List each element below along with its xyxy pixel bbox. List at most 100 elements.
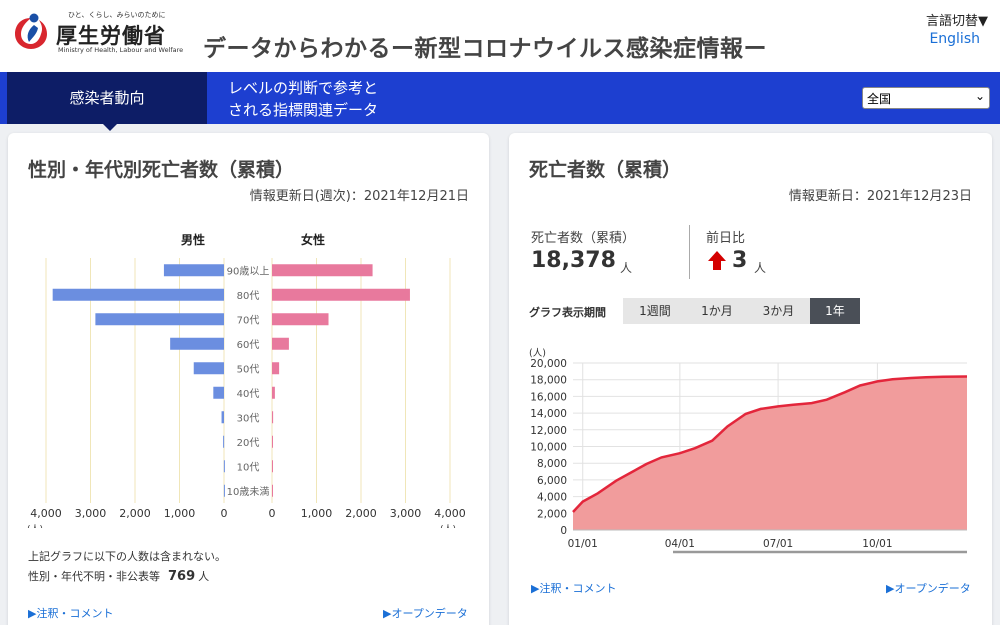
y-tick-label: 20,000	[530, 358, 567, 370]
bar-female	[272, 484, 273, 497]
x-axis-unit-left: (人)	[27, 524, 43, 528]
x-tick-label: 10/01	[862, 538, 892, 550]
x-tick-label: 0	[269, 507, 276, 520]
tab-level-indicators-line2: される指標関連データ	[228, 101, 379, 119]
y-tick-label: 8,000	[537, 458, 567, 470]
cumulative-deaths-value: 18,378	[531, 248, 616, 273]
updated-date: 情報更新日：2021年12月23日	[788, 189, 972, 204]
y-tick-label: 6,000	[537, 475, 567, 487]
card-title: 性別・年代別死亡者数（累積）	[28, 159, 295, 181]
bar-female	[272, 288, 410, 301]
active-tab-pointer	[103, 124, 117, 131]
age-label: 30代	[237, 412, 260, 424]
period-toggle-group: 1週間 1か月 3か月 1年	[623, 298, 860, 324]
period-1week-button[interactable]: 1週間	[623, 298, 687, 324]
page-title: データからわかるー新型コロナウイルス感染症情報ー	[203, 36, 767, 62]
bar-female	[272, 313, 329, 326]
bar-male	[52, 288, 224, 301]
period-3months-button[interactable]: 3か月	[747, 298, 810, 324]
logo-tagline: ひと、くらし、みらいのために	[68, 11, 166, 19]
x-tick-label: 1,000	[301, 507, 333, 520]
bar-male	[170, 337, 224, 350]
x-tick-label: 04/01	[665, 538, 695, 550]
y-tick-label: 12,000	[530, 425, 567, 437]
y-tick-label: 0	[560, 525, 567, 537]
x-tick-label: 0	[221, 507, 228, 520]
age-label: 90歳以上	[227, 265, 270, 277]
chevron-down-icon: ⌄	[974, 89, 985, 103]
bar-female	[272, 337, 289, 350]
age-label: 60代	[237, 339, 260, 351]
period-label: グラフ表示期間	[529, 306, 606, 319]
bar-male	[223, 460, 225, 473]
age-label: 10歳未満	[227, 486, 270, 498]
cumulative-deaths-card: 死亡者数（累積） 情報更新日：2021年12月23日 死亡者数（累積） 18,3…	[509, 133, 992, 625]
y-tick-label: 14,000	[530, 408, 567, 420]
logo-name: 厚生労働省	[56, 24, 166, 48]
notes-comments-link[interactable]: ▶注釈・コメント	[28, 607, 114, 620]
increase-arrow-icon	[708, 251, 726, 261]
english-link[interactable]: English	[929, 31, 980, 47]
cumulative-deaths-label: 死亡者数（累積）	[531, 231, 636, 246]
excluded-note: 上記グラフに以下の人数は含まれない。	[28, 550, 226, 563]
bar-female	[272, 264, 373, 277]
y-tick-label: 2,000	[537, 508, 567, 520]
x-tick-label: 1,000	[164, 507, 196, 520]
x-tick-label: 2,000	[345, 507, 377, 520]
x-tick-label: 01/01	[568, 538, 598, 550]
day-over-day-unit: 人	[754, 261, 767, 275]
stat-divider	[689, 225, 690, 279]
mhlw-logo[interactable]: ひと、くらし、みらいのために 厚生労働省 Ministry of Health,…	[12, 8, 183, 58]
day-over-day-label: 前日比	[706, 231, 746, 246]
updated-date: 情報更新日(週次)：2021年12月21日	[249, 189, 469, 204]
bar-male	[163, 264, 224, 277]
bar-male	[221, 411, 224, 424]
x-tick-label: 3,000	[75, 507, 107, 520]
tab-level-indicators-line1: レベルの判断で参考と	[228, 79, 379, 97]
tab-infection-trends[interactable]: 感染者動向	[7, 72, 207, 131]
unknown-count-note: 性別・年代不明・非公表等 769 人	[28, 568, 209, 584]
bar-male	[223, 435, 225, 448]
age-label: 20代	[237, 437, 260, 449]
age-label: 70代	[237, 314, 260, 326]
bar-male	[223, 484, 225, 497]
x-tick-label: 07/01	[763, 538, 793, 550]
open-data-link[interactable]: ▶オープンデータ	[383, 607, 468, 620]
deaths-by-sex-age-card: 性別・年代別死亡者数（累積） 情報更新日(週次)：2021年12月21日 男性 女…	[8, 133, 489, 625]
x-tick-label: 2,000	[119, 507, 151, 520]
logo-english: Ministry of Health, Labour and Welfare	[58, 46, 184, 54]
day-over-day-value: 3	[732, 248, 748, 273]
region-select-value: 全国	[867, 92, 892, 106]
x-tick-label: 4,000	[434, 507, 466, 520]
bar-male	[193, 362, 224, 375]
notes-comments-link[interactable]: ▶注釈・コメント	[531, 582, 617, 595]
cumulative-deaths-unit: 人	[620, 261, 633, 275]
unknown-count-label: 性別・年代不明・非公表等	[28, 570, 160, 583]
bar-female	[272, 386, 275, 399]
card-title: 死亡者数（累積）	[529, 159, 682, 181]
bar-male	[213, 386, 224, 399]
site-header: ひと、くらし、みらいのために 厚生労働省 Ministry of Health,…	[0, 0, 1000, 72]
language-switch-button[interactable]: 言語切替▼	[926, 14, 988, 29]
y-axis-unit: (人)	[529, 348, 546, 359]
legend-female: 女性	[301, 232, 325, 247]
region-select[interactable]: 全国 ⌄	[862, 87, 990, 109]
x-tick-label: 4,000	[30, 507, 62, 520]
y-tick-label: 10,000	[530, 442, 567, 454]
tab-level-indicators[interactable]: レベルの判断で参考と される指標関連データ	[228, 77, 428, 121]
area-line	[572, 375, 968, 513]
x-tick-label: 3,000	[390, 507, 422, 520]
open-data-link[interactable]: ▶オープンデータ	[886, 582, 971, 595]
main-nav: 感染者動向 レベルの判断で参考と される指標関連データ	[0, 72, 1000, 131]
period-1month-button[interactable]: 1か月	[687, 298, 747, 324]
period-1year-button[interactable]: 1年	[810, 298, 860, 324]
y-tick-label: 16,000	[530, 391, 567, 403]
increase-arrow-stem	[713, 260, 721, 270]
bar-female	[272, 362, 280, 375]
unknown-count-unit: 人	[198, 570, 210, 583]
cumulative-deaths-area-chart: 0 2,000 4,000 6,000 8,000 10,000 12,000 14,000 1…	[529, 348, 968, 554]
bar-female	[272, 460, 273, 473]
legend-male: 男性	[181, 232, 205, 247]
tab-infection-trends-label: 感染者動向	[69, 89, 145, 107]
bar-male	[95, 313, 225, 326]
